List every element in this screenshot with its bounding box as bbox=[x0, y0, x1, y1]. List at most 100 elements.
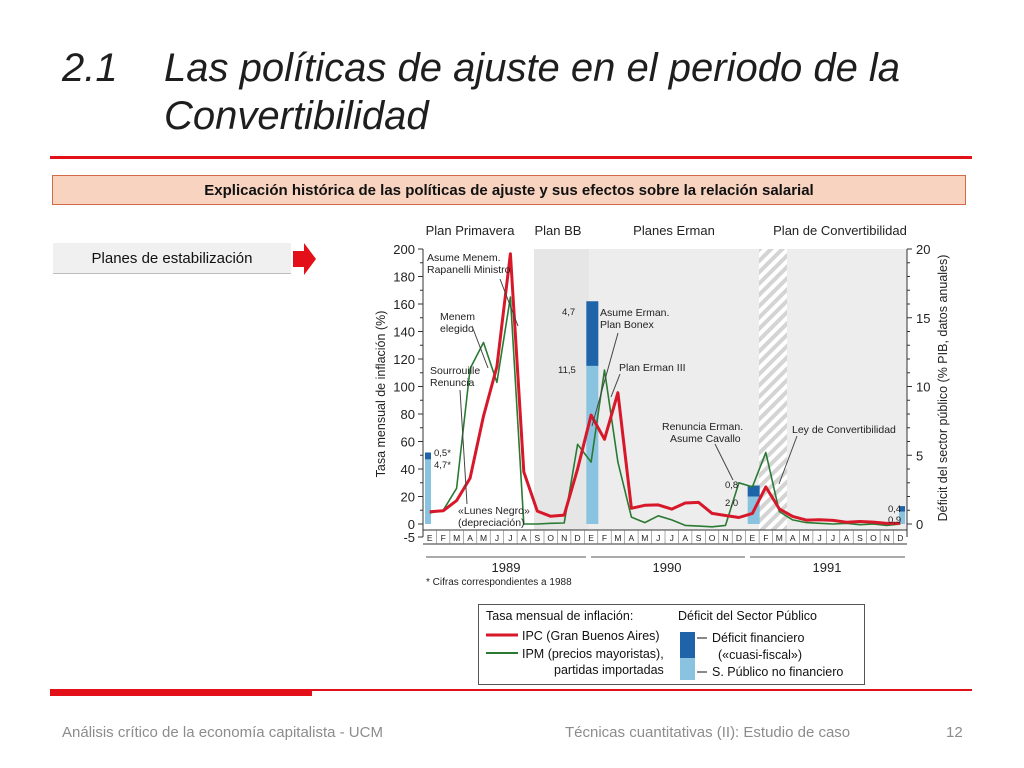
month-label: M bbox=[803, 533, 810, 543]
annotation-sourrouille: Sourrouille Renuncia bbox=[430, 365, 480, 389]
month-label: M bbox=[453, 533, 460, 543]
bottom-divider bbox=[50, 689, 972, 691]
month-label: A bbox=[790, 533, 796, 543]
month-label: S bbox=[857, 533, 863, 543]
y2-tick-label: 15 bbox=[916, 311, 930, 326]
annotation-ley-pointer bbox=[778, 435, 798, 485]
annotation-menem-elegido: Menem elegido bbox=[440, 311, 475, 335]
month-label: E bbox=[588, 533, 594, 543]
annotation-menem-elegido-pointer bbox=[471, 325, 489, 369]
title-text: Las políticas de ajuste en el periodo de… bbox=[164, 46, 901, 138]
top-divider bbox=[50, 156, 972, 159]
y2-tick-label: 10 bbox=[916, 380, 930, 395]
month-label: J bbox=[656, 533, 660, 543]
year-label-1989: 1989 bbox=[492, 560, 521, 575]
deficit-bar-financiero bbox=[586, 301, 599, 366]
month-label: J bbox=[495, 533, 499, 543]
y-tick-label: 0 bbox=[408, 517, 415, 532]
annotation-asume-menem: Asume Menem. Rapanelli Ministro bbox=[427, 252, 511, 276]
legend-ipc-label: IPC (Gran Buenos Aires) bbox=[522, 629, 660, 643]
convertibilidad-hatch bbox=[759, 249, 787, 530]
y-tick-label: -5 bbox=[403, 530, 415, 545]
month-label: A bbox=[467, 533, 473, 543]
month-label: F bbox=[602, 533, 607, 543]
month-label: D bbox=[575, 533, 581, 543]
y-tick-label: 180 bbox=[393, 270, 415, 285]
annotation-plan-erman-iii-pointer bbox=[610, 373, 621, 398]
month-label: M bbox=[776, 533, 783, 543]
annotation-renuncia-erman-pointer bbox=[714, 443, 734, 481]
annotation-ley-convertibilidad: Ley de Convertibilidad bbox=[792, 424, 896, 436]
bar-label-1990-nofin: 11,5 bbox=[558, 365, 576, 376]
annotation-renuncia-erman: Renuncia Erman. Asume Cavallo bbox=[662, 421, 743, 445]
planes-label: Planes de estabilización bbox=[53, 243, 291, 274]
y-tick-label: 120 bbox=[393, 352, 415, 367]
deficit-bar-financiero bbox=[899, 506, 905, 512]
annotation-asume-menem-pointer bbox=[499, 278, 519, 327]
annotation-lunes-negro: «Lunes Negro» (depreciación) bbox=[458, 505, 530, 529]
chart-legend: Tasa mensual de inflación: Déficit del S… bbox=[478, 604, 865, 685]
month-label: M bbox=[480, 533, 487, 543]
bar-label-1991-fin: 0,8 bbox=[725, 480, 738, 491]
y2-axis-title: Déficit del sector público (% PIB, datos… bbox=[936, 255, 950, 522]
bar-label-1992-nofin: 0,9 bbox=[888, 515, 901, 526]
plan-label-convertibilidad: Plan de Convertibilidad bbox=[773, 223, 907, 238]
month-label: N bbox=[722, 533, 728, 543]
month-label: A bbox=[844, 533, 850, 543]
month-label: D bbox=[736, 533, 742, 543]
planes-erman-shading bbox=[589, 249, 759, 530]
month-label: M bbox=[641, 533, 648, 543]
legend-financiero-label-2: («cuasi-fiscal») bbox=[718, 648, 802, 662]
year-label-1991: 1991 bbox=[813, 560, 842, 575]
topic-banner: Explicación histórica de las políticas d… bbox=[52, 175, 966, 205]
month-label: A bbox=[629, 533, 635, 543]
deficit-bar-financiero bbox=[747, 485, 760, 497]
annotation-asume-erman-pointer bbox=[591, 332, 619, 427]
bar-label-1991-nofin: 2,0 bbox=[725, 498, 738, 509]
y-tick-label: 60 bbox=[401, 435, 415, 450]
month-label: J bbox=[508, 533, 512, 543]
footer-subject: Técnicas cuantitativas (II): Estudio de … bbox=[565, 724, 851, 741]
y-axis-title: Tasa mensual de inflación (%) bbox=[374, 311, 388, 478]
bar-label-1992-fin: 0,4 bbox=[888, 504, 901, 515]
plan-label-bb: Plan BB bbox=[535, 223, 582, 238]
legend-deficit-header: Déficit del Sector Público bbox=[678, 609, 817, 623]
legend-financiero-label-1: Déficit financiero bbox=[712, 631, 804, 645]
footnote: * Cifras correspondientes a 1988 bbox=[426, 577, 572, 588]
month-label: S bbox=[696, 533, 702, 543]
y-tick-label: 40 bbox=[401, 462, 415, 477]
legend-inflation-header: Tasa mensual de inflación: bbox=[486, 609, 633, 623]
legend-ipm-label-2: partidas importadas bbox=[554, 663, 664, 677]
month-label: E bbox=[750, 533, 756, 543]
legend-ipm-label-1: IPM (precios mayoristas), bbox=[522, 647, 664, 661]
deficit-bar-no-financiero bbox=[899, 511, 905, 524]
plan-bb-shading bbox=[534, 249, 589, 530]
section-number: 2.1 bbox=[62, 46, 118, 90]
footer-course: Análisis crítico de la economía capitali… bbox=[62, 724, 383, 741]
y-tick-label: 80 bbox=[401, 407, 415, 422]
right-arrow-icon bbox=[293, 243, 316, 275]
y2-tick-label: 5 bbox=[916, 448, 923, 463]
y-tick-label: 140 bbox=[393, 325, 415, 340]
annotation-plan-erman-iii: Plan Erman III bbox=[619, 362, 686, 374]
page-number: 12 bbox=[946, 724, 963, 741]
month-label: N bbox=[884, 533, 890, 543]
bar-label-1990-fin: 4,7 bbox=[562, 307, 575, 318]
legend-no-financiero-swatch bbox=[680, 658, 695, 680]
month-label: A bbox=[521, 533, 527, 543]
month-label: J bbox=[817, 533, 821, 543]
y2-tick-label: 0 bbox=[916, 517, 923, 532]
y-tick-label: 160 bbox=[393, 297, 415, 312]
month-label: O bbox=[547, 533, 554, 543]
year-label-1990: 1990 bbox=[653, 560, 682, 575]
annotation-asume-erman: Asume Erman. Plan Bonex bbox=[600, 307, 669, 331]
month-label: O bbox=[709, 533, 716, 543]
ipm-line bbox=[429, 296, 901, 528]
deficit-bar-no-financiero bbox=[586, 365, 599, 524]
legend-no-financiero-label: S. Público no financiero bbox=[712, 665, 843, 679]
bar-label-1988-nofin: 4,7* bbox=[434, 460, 451, 471]
convertibilidad-shading bbox=[787, 249, 907, 530]
y-tick-label: 200 bbox=[393, 242, 415, 257]
month-label: E bbox=[427, 533, 433, 543]
inflation-deficit-chart: Plan Primavera Plan BB Planes Erman Plan… bbox=[374, 223, 950, 588]
